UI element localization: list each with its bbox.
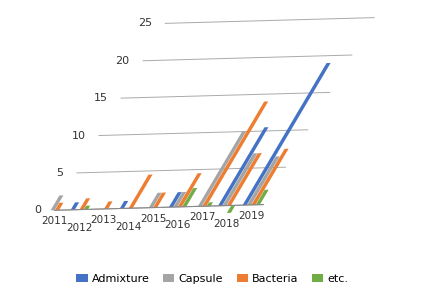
Polygon shape [129, 175, 153, 208]
Text: 15: 15 [94, 93, 108, 103]
Polygon shape [104, 201, 113, 209]
Text: 2019: 2019 [238, 211, 264, 221]
Polygon shape [169, 192, 182, 207]
Text: 2015: 2015 [140, 213, 166, 223]
Polygon shape [79, 198, 90, 210]
Polygon shape [182, 188, 197, 207]
Polygon shape [256, 190, 269, 205]
Polygon shape [149, 193, 162, 208]
Text: 10: 10 [71, 131, 85, 141]
Polygon shape [243, 63, 331, 205]
Polygon shape [178, 173, 202, 207]
Polygon shape [120, 201, 128, 208]
Polygon shape [202, 101, 268, 206]
Text: 5: 5 [57, 168, 63, 178]
Polygon shape [198, 131, 246, 206]
Text: 20: 20 [116, 56, 130, 66]
Text: 2012: 2012 [66, 223, 93, 233]
Text: 2011: 2011 [42, 216, 68, 226]
Polygon shape [222, 153, 258, 206]
Polygon shape [71, 202, 79, 210]
Text: 2013: 2013 [91, 215, 117, 225]
Text: 0: 0 [34, 205, 41, 215]
Polygon shape [227, 153, 262, 206]
Text: 2018: 2018 [213, 219, 240, 229]
Polygon shape [252, 149, 289, 205]
Text: 2014: 2014 [115, 222, 142, 232]
Polygon shape [153, 193, 166, 208]
Text: 25: 25 [138, 18, 152, 28]
Polygon shape [247, 156, 280, 205]
Polygon shape [218, 127, 269, 206]
Polygon shape [207, 202, 213, 206]
Polygon shape [227, 205, 235, 213]
Polygon shape [51, 195, 63, 211]
Polygon shape [55, 203, 63, 210]
Legend: Admixture, Capsule, Bacteria, etc.: Admixture, Capsule, Bacteria, etc. [72, 270, 353, 288]
Polygon shape [84, 206, 90, 210]
Text: 2017: 2017 [189, 212, 215, 222]
Polygon shape [173, 192, 186, 207]
Text: 2016: 2016 [164, 220, 191, 230]
